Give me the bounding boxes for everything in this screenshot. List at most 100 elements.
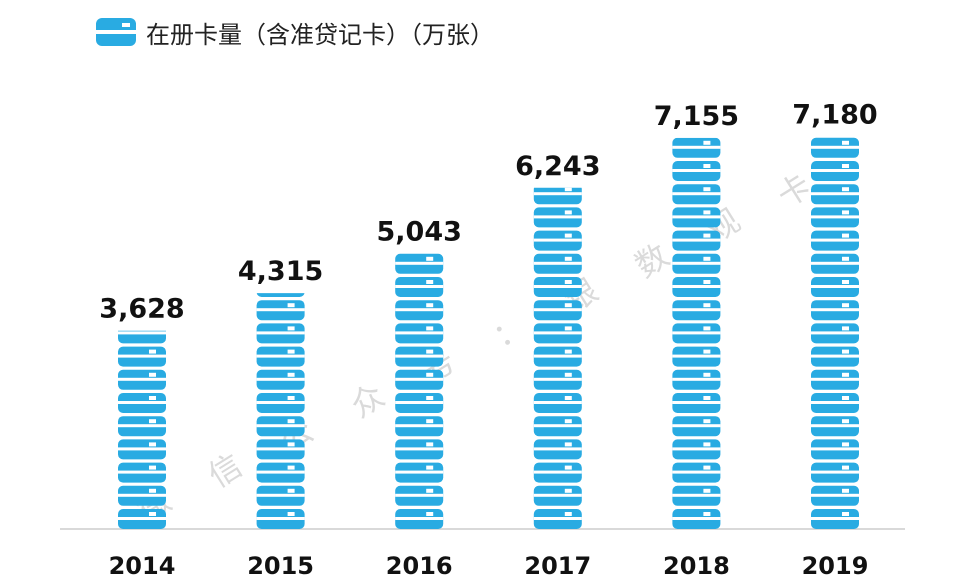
card-icon bbox=[811, 393, 859, 413]
card-icon bbox=[533, 393, 582, 413]
card-icon bbox=[811, 207, 859, 228]
bar bbox=[395, 253, 444, 529]
card-icon bbox=[395, 277, 444, 297]
bar bbox=[118, 330, 166, 529]
watermark-char: 数 bbox=[628, 236, 675, 285]
value-label: 4,315 bbox=[238, 256, 323, 287]
card-icon bbox=[672, 509, 721, 529]
card-icon bbox=[118, 330, 166, 344]
bar bbox=[672, 137, 721, 529]
value-label: 7,155 bbox=[654, 101, 739, 132]
x-tick-label: 2014 bbox=[109, 552, 176, 580]
value-labels: 3,628 4,315 5,043 6,243 7,155 7,180 bbox=[99, 100, 877, 325]
card-icon bbox=[811, 161, 859, 181]
card-icon bbox=[811, 346, 859, 367]
card-icon bbox=[672, 300, 721, 321]
card-icon bbox=[395, 369, 444, 390]
card-icon bbox=[533, 346, 582, 367]
card-icon bbox=[811, 485, 859, 506]
card-icon bbox=[256, 393, 305, 413]
x-tick-labels: 2014 2015 2016 2017 2018 2019 bbox=[109, 552, 869, 580]
card-icon bbox=[118, 485, 166, 506]
value-label: 6,243 bbox=[515, 151, 600, 182]
card-icon bbox=[811, 416, 859, 437]
card-icon bbox=[118, 439, 166, 460]
card-icon bbox=[533, 369, 582, 390]
bar bbox=[256, 293, 305, 529]
card-icon bbox=[533, 277, 582, 297]
card-icon bbox=[811, 323, 859, 344]
card-icon bbox=[256, 439, 305, 460]
card-icon bbox=[118, 346, 166, 367]
card-icon bbox=[811, 137, 859, 158]
card-icon bbox=[256, 323, 305, 344]
card-icon bbox=[672, 439, 721, 460]
x-tick-label: 2016 bbox=[386, 552, 453, 580]
card-icon bbox=[672, 207, 721, 228]
card-icon bbox=[811, 369, 859, 390]
card-icon bbox=[811, 509, 859, 529]
card-icon bbox=[811, 277, 859, 297]
card-icon bbox=[533, 323, 582, 344]
x-tick-label: 2018 bbox=[663, 552, 730, 580]
value-label: 7,180 bbox=[792, 100, 877, 131]
card-icon bbox=[533, 253, 582, 274]
card-icon bbox=[395, 509, 444, 529]
card-icon bbox=[672, 184, 721, 205]
card-icon bbox=[256, 485, 305, 506]
bars bbox=[118, 137, 859, 529]
card-icon bbox=[811, 253, 859, 274]
card-icon bbox=[395, 393, 444, 413]
card-icon bbox=[672, 323, 721, 344]
credit-card-icon bbox=[96, 18, 136, 46]
card-icon bbox=[811, 300, 859, 321]
card-icon bbox=[811, 462, 859, 483]
card-icon bbox=[533, 485, 582, 506]
card-icon bbox=[672, 416, 721, 437]
card-icon bbox=[672, 369, 721, 390]
card-icon bbox=[533, 300, 582, 321]
card-icon bbox=[118, 369, 166, 390]
card-icon bbox=[256, 300, 305, 321]
card-icon bbox=[533, 439, 582, 460]
watermark-char: 众 bbox=[344, 376, 391, 425]
card-icon bbox=[256, 416, 305, 437]
card-icon bbox=[811, 439, 859, 460]
x-tick-label: 2017 bbox=[524, 552, 591, 580]
card-icon bbox=[118, 393, 166, 413]
value-label: 5,043 bbox=[376, 216, 461, 247]
card-icon bbox=[672, 485, 721, 506]
card-icon bbox=[533, 230, 582, 251]
card-icon bbox=[672, 462, 721, 483]
card-icon bbox=[395, 485, 444, 506]
card-icon bbox=[118, 462, 166, 483]
x-tick-label: 2015 bbox=[247, 552, 314, 580]
card-icon bbox=[118, 416, 166, 437]
card-icon bbox=[395, 323, 444, 344]
card-icon bbox=[395, 462, 444, 483]
card-icon bbox=[811, 230, 859, 251]
card-icon bbox=[672, 137, 721, 158]
card-icon bbox=[533, 509, 582, 529]
card-icon bbox=[533, 416, 582, 437]
card-icon bbox=[395, 300, 444, 321]
card-icon bbox=[395, 346, 444, 367]
watermark-char: 卡 bbox=[771, 166, 818, 215]
card-icon bbox=[672, 230, 721, 251]
card-icon bbox=[533, 207, 582, 228]
card-icon bbox=[672, 253, 721, 274]
card-icon bbox=[811, 184, 859, 205]
card-icon bbox=[256, 462, 305, 483]
bar bbox=[811, 137, 859, 529]
card-icon bbox=[533, 462, 582, 483]
card-icon bbox=[533, 187, 582, 205]
card-icon bbox=[672, 161, 721, 181]
card-icon bbox=[395, 253, 444, 274]
card-icon bbox=[395, 416, 444, 437]
value-label: 3,628 bbox=[99, 294, 184, 325]
card-icon bbox=[256, 369, 305, 390]
card-icon bbox=[672, 277, 721, 297]
card-icon bbox=[256, 293, 305, 297]
card-icon bbox=[395, 439, 444, 460]
